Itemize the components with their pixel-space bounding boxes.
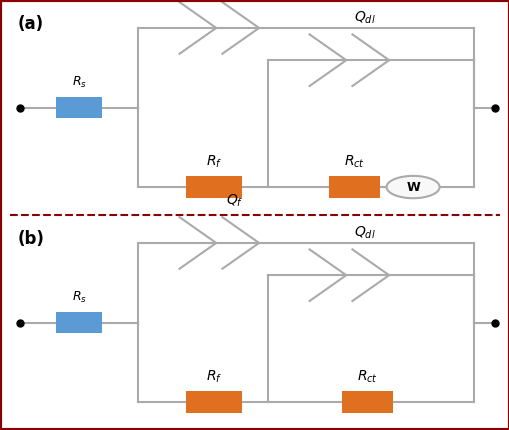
FancyBboxPatch shape <box>328 176 379 198</box>
Text: $R_f$: $R_f$ <box>206 154 222 170</box>
Text: $R_{ct}$: $R_{ct}$ <box>356 369 377 385</box>
Text: $R_{ct}$: $R_{ct}$ <box>343 154 364 170</box>
Circle shape <box>386 176 439 198</box>
FancyBboxPatch shape <box>186 391 242 413</box>
FancyBboxPatch shape <box>341 391 392 413</box>
Text: $R_s$: $R_s$ <box>71 75 87 90</box>
Text: (b): (b) <box>18 230 45 248</box>
Text: $R_s$: $R_s$ <box>71 290 87 305</box>
Text: $Q_f$: $Q_f$ <box>225 192 243 209</box>
Text: $Q_{dl}$: $Q_{dl}$ <box>353 224 375 241</box>
FancyBboxPatch shape <box>56 97 102 118</box>
Text: (a): (a) <box>18 15 44 33</box>
FancyBboxPatch shape <box>56 312 102 333</box>
Text: $Q_{dl}$: $Q_{dl}$ <box>353 9 375 26</box>
Text: $R_f$: $R_f$ <box>206 369 222 385</box>
Text: W: W <box>406 181 419 194</box>
FancyBboxPatch shape <box>186 176 242 198</box>
